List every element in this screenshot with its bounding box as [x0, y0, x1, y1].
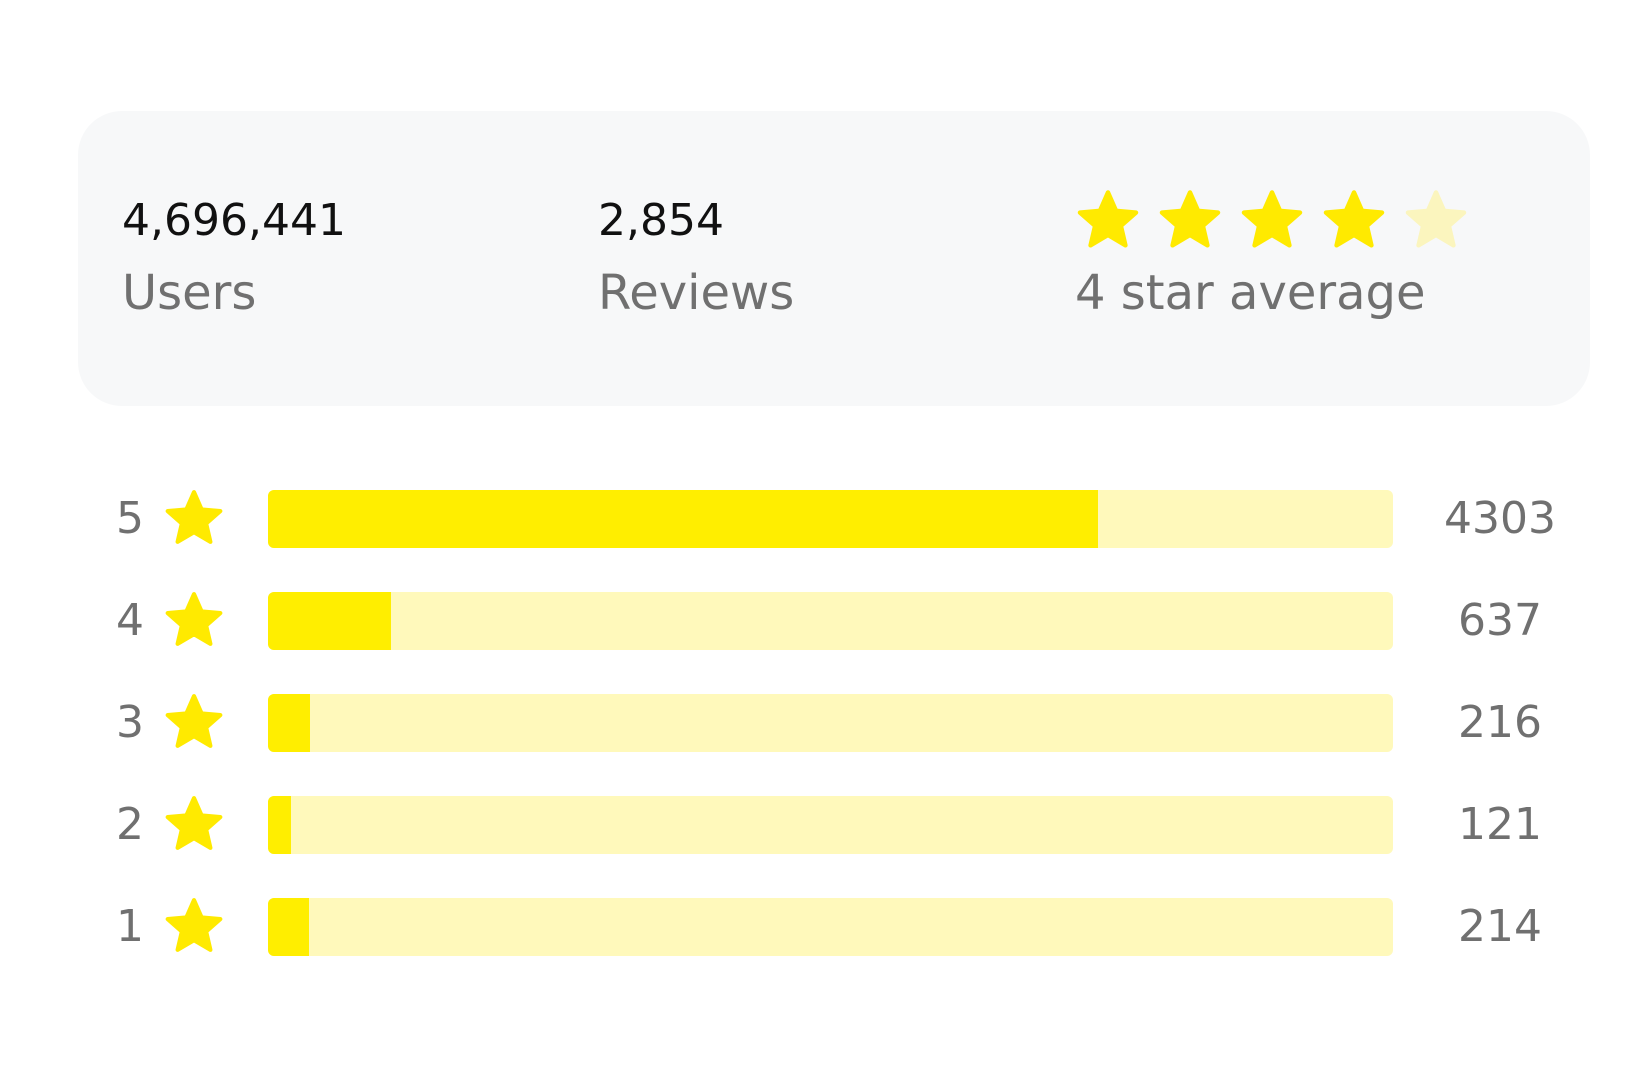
users-label: Users: [122, 265, 257, 321]
rating-bar-track: [268, 898, 1393, 956]
star-icon: [165, 490, 223, 544]
rating-row-3: 3 216: [0, 694, 1652, 752]
rating-bar-fill: [268, 898, 310, 956]
rating-bar-track: [268, 490, 1393, 548]
rating-row-label: 5: [116, 493, 144, 544]
reviews-count: 2,854: [598, 195, 724, 246]
star-filled-icon: [1077, 190, 1139, 248]
rating-row-count: 637: [1458, 595, 1542, 646]
star-icon: [165, 898, 223, 952]
rating-row-5: 5 4303: [0, 490, 1652, 548]
rating-bar-track: [268, 592, 1393, 650]
users-count: 4,696,441: [122, 195, 346, 246]
star-filled-icon: [1159, 190, 1221, 248]
star-empty-icon: [1405, 190, 1467, 248]
average-stat: 4 star average: [1075, 190, 1485, 323]
reviews-label: Reviews: [598, 265, 795, 321]
summary-card: 4,696,441 Users 2,854 Reviews 4 star ave…: [78, 111, 1590, 406]
rating-row-4: 4 637: [0, 592, 1652, 650]
rating-row-label: 2: [116, 799, 144, 850]
rating-row-label: 3: [116, 697, 144, 748]
rating-row-label: 1: [116, 901, 144, 952]
rating-row-count: 121: [1458, 799, 1542, 850]
star-icon: [165, 694, 223, 748]
rating-row-count: 4303: [1444, 493, 1556, 544]
rating-row-label: 4: [116, 595, 144, 646]
average-label: 4 star average: [1075, 265, 1426, 321]
rating-bar-fill: [268, 592, 391, 650]
average-rating-stars: [1075, 190, 1485, 251]
star-filled-icon: [1323, 190, 1385, 248]
rating-bar-fill: [268, 694, 310, 752]
rating-row-2: 2 121: [0, 796, 1652, 854]
users-stat: 4,696,441 Users: [122, 191, 346, 323]
rating-bar-fill: [268, 796, 292, 854]
rating-bar-track: [268, 796, 1393, 854]
rating-bar-fill: [268, 490, 1099, 548]
reviews-stat: 2,854 Reviews: [598, 191, 794, 323]
star-icon: [165, 592, 223, 646]
rating-row-count: 214: [1458, 901, 1542, 952]
rating-row-1: 1 214: [0, 898, 1652, 956]
star-filled-icon: [1241, 190, 1303, 248]
star-icon: [165, 796, 223, 850]
rating-row-count: 216: [1458, 697, 1542, 748]
rating-bar-track: [268, 694, 1393, 752]
